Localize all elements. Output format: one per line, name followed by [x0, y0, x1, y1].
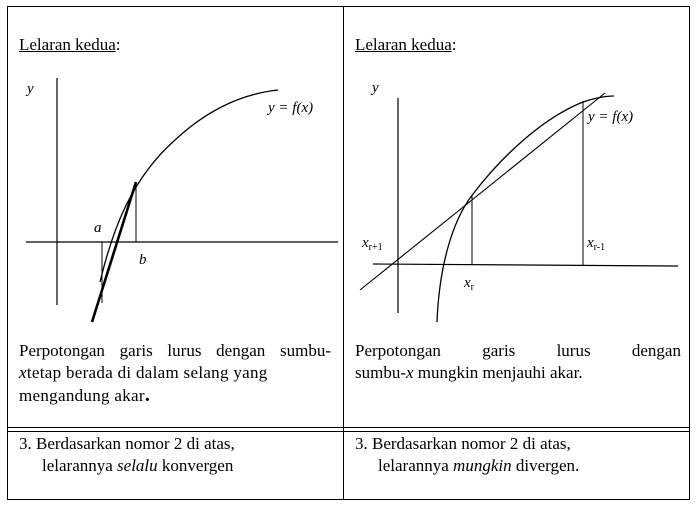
- right-caption-word: Perpotongan: [355, 341, 441, 360]
- right-title: Lelaran kedua:: [355, 35, 456, 55]
- right-title-colon: :: [451, 35, 457, 54]
- left-caption-x: x: [19, 363, 27, 382]
- right-point3-em: mungkin: [453, 456, 512, 475]
- right-point3-pre: lelarannya: [378, 456, 454, 475]
- left-y-label: y: [25, 81, 34, 97]
- right-caption-word: dengan: [631, 341, 681, 360]
- right-caption-line2: sumbu-x mungkin menjauhi akar.: [355, 362, 681, 384]
- left-caption-line3: mengandung akar.: [19, 384, 331, 407]
- left-point3-post: konvergen: [157, 456, 234, 475]
- right-caption-rest: mungkin menjauhi akar.: [413, 363, 583, 382]
- left-point-b-label: b: [139, 252, 147, 268]
- right-point3: 3. Berdasarkan nomor 2 di atas, lelarann…: [355, 433, 579, 477]
- right-xr-label: xr: [463, 275, 475, 293]
- right-diagram: y y = f(x) xr+1 xr-1 xr: [359, 80, 679, 323]
- left-caption-line1: Perpotongan garis lurus dengan sumbu-: [19, 341, 331, 360]
- right-point3-post: divergen.: [511, 456, 580, 475]
- right-xr-minus-label: xr-1: [586, 235, 605, 253]
- right-caption: Perpotongan garis lurus dengan sumbu-x m…: [355, 340, 681, 384]
- left-point3-line1: 3. Berdasarkan nomor 2 di atas,: [19, 434, 235, 453]
- column-divider: [343, 6, 344, 500]
- right-point3-line1: 3. Berdasarkan nomor 2 di atas,: [355, 434, 571, 453]
- right-xr-plus-label: xr+1: [361, 235, 383, 253]
- right-curve-label: y = f(x): [586, 109, 633, 125]
- left-point3-pre: lelarannya: [42, 456, 118, 475]
- left-secant-line: [90, 181, 138, 323]
- right-x-axis: [372, 263, 679, 267]
- right-caption-x: x: [406, 363, 414, 382]
- right-title-text: Lelaran kedua: [355, 35, 452, 54]
- left-title-text: Lelaran kedua: [19, 35, 116, 54]
- row-divider-upper: [7, 427, 690, 428]
- left-point3-line2: lelarannya selalu konvergen: [19, 455, 235, 477]
- left-curve: [99, 89, 279, 283]
- right-curve: [436, 95, 615, 323]
- left-caption-line3-text: mengandung akar: [19, 386, 145, 405]
- right-caption-line1: Perpotongan garis lurus dengan: [355, 340, 681, 362]
- right-y-label: y: [370, 80, 379, 96]
- left-caption-line2-text: tetap berada di dalam selang yang: [26, 363, 268, 382]
- left-caption: Perpotongan garis lurus dengan sumbu- xt…: [19, 340, 331, 407]
- left-point3: 3. Berdasarkan nomor 2 di atas, lelarann…: [19, 433, 235, 477]
- left-caption-period: .: [144, 384, 150, 406]
- right-point3-line2: lelarannya mungkin divergen.: [355, 455, 579, 477]
- right-caption-pre: sumbu-: [355, 363, 406, 382]
- right-caption-word: garis: [482, 341, 516, 360]
- left-caption-line2: xtetap berada di dalam selang yang: [19, 362, 331, 384]
- left-title-colon: :: [115, 35, 121, 54]
- left-title: Lelaran kedua:: [19, 35, 120, 55]
- left-point-a-label: a: [94, 220, 102, 236]
- row-divider-lower: [7, 431, 690, 432]
- right-secant-line: [359, 92, 606, 291]
- right-caption-word: lurus: [556, 341, 591, 360]
- left-curve-label: y = f(x): [266, 100, 313, 116]
- left-point3-em: selalu: [117, 456, 158, 475]
- table-frame: [7, 6, 690, 500]
- left-diagram: y y = f(x) a b: [25, 78, 338, 323]
